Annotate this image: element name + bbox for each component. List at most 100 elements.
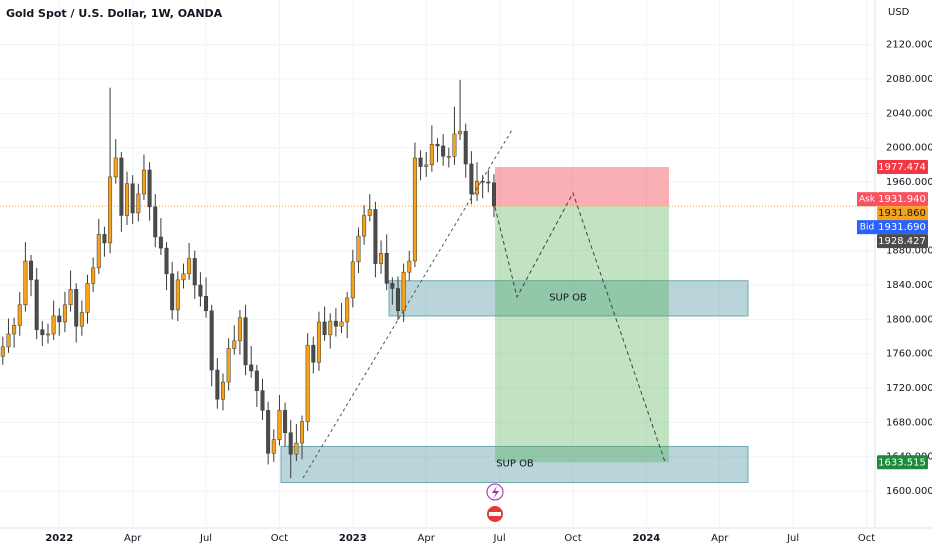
candle-body: [204, 295, 209, 312]
candle-body: [412, 157, 417, 262]
candle-body: [379, 253, 384, 264]
candle-body: [480, 180, 485, 183]
candle-body: [271, 439, 276, 454]
candle-body: [181, 273, 186, 281]
candle-body: [192, 258, 197, 286]
candle-body: [390, 283, 395, 289]
candle-body: [232, 340, 237, 349]
y-tick-label: 2080.000: [886, 74, 932, 85]
price-label: 1977.474: [878, 162, 926, 173]
candle-body: [51, 315, 56, 335]
x-tick-label: 2022: [45, 533, 73, 544]
x-tick-label: 2023: [339, 533, 367, 544]
candle-body: [424, 164, 429, 167]
candle-body: [125, 183, 130, 216]
candle-body: [401, 271, 406, 312]
candle-body: [283, 410, 288, 433]
candle-body: [491, 182, 496, 207]
candle-body: [328, 320, 333, 336]
candle-body: [220, 381, 225, 400]
x-tick-label: Oct: [271, 533, 288, 544]
candle-body: [45, 333, 50, 336]
zone-label: SUP OB: [549, 293, 587, 304]
y-tick-label: 1840.000: [886, 280, 932, 291]
price-label: 1931.940: [878, 194, 926, 205]
y-tick-label: 1800.000: [886, 314, 932, 325]
candle-body: [429, 143, 434, 166]
candle-body: [254, 370, 259, 391]
candle-body: [74, 289, 79, 327]
candle-body: [85, 283, 90, 313]
chart-title: Gold Spot / U.S. Dollar, 1W, OANDA: [6, 7, 223, 20]
price-label-tag-box: [857, 192, 877, 207]
candle-body: [79, 312, 84, 327]
event-icon: [489, 512, 501, 516]
candle-body: [158, 236, 163, 249]
candle-body: [367, 209, 372, 216]
price-label: 1931.690: [878, 222, 926, 233]
price-label: 1633.515: [878, 457, 926, 468]
candle-body: [6, 333, 11, 348]
candle-body: [322, 321, 327, 336]
price-label-tag: Bid: [860, 223, 874, 233]
y-tick-label: 2040.000: [886, 108, 932, 119]
support-zone: [388, 280, 749, 317]
candle-body: [435, 143, 440, 147]
event-icon: [492, 486, 499, 499]
price-label-tag: Ask: [859, 195, 876, 205]
candle-body: [407, 260, 412, 273]
candle-body: [446, 156, 451, 158]
price-label: 1928.427: [878, 236, 926, 247]
y-tick-label: 1960.000: [886, 177, 932, 188]
candle-body: [130, 183, 135, 214]
candle-body: [175, 279, 180, 311]
stop-box: [495, 167, 669, 207]
candle-body: [96, 234, 101, 269]
candle-body: [102, 234, 107, 244]
price-label-box: [877, 234, 928, 249]
x-tick-label: Jul: [493, 533, 506, 544]
candle-body: [226, 348, 231, 383]
candle-body: [108, 176, 113, 244]
candle-body: [17, 304, 22, 326]
candle-body: [215, 369, 220, 400]
candle-body: [68, 289, 73, 306]
candle-body: [136, 193, 141, 214]
y-tick-label: 1680.000: [886, 417, 932, 428]
candle-body: [288, 432, 293, 455]
candle-body: [40, 329, 45, 336]
candle-body: [57, 315, 62, 323]
y-tick-label: 1760.000: [886, 349, 932, 360]
y-tick-label: 1600.000: [886, 486, 932, 497]
candle-body: [164, 247, 169, 275]
candle-body: [345, 297, 350, 323]
candle-body: [187, 258, 192, 275]
candle-body: [209, 310, 214, 371]
candle-body: [91, 267, 96, 284]
x-tick-label: Apr: [711, 533, 729, 544]
x-tick-label: Jul: [786, 533, 799, 544]
candle-body: [350, 261, 355, 299]
candle-body: [373, 209, 378, 264]
candle-body: [141, 169, 146, 195]
currency: USD: [888, 7, 910, 18]
candle-body: [294, 442, 299, 455]
candle-body: [311, 344, 316, 363]
x-tick-label: Oct: [564, 533, 581, 544]
x-tick-label: Apr: [418, 533, 436, 544]
candle-body: [113, 157, 118, 178]
candle-body: [266, 410, 271, 454]
trend-line: [302, 129, 513, 479]
y-tick-label: 1880.000: [886, 246, 932, 257]
candle-body: [469, 163, 474, 195]
candle-body: [0, 346, 5, 357]
candle-body: [486, 181, 491, 184]
price-label-box: [877, 455, 928, 470]
candle-body: [277, 410, 282, 440]
x-tick-label: 2024: [632, 533, 660, 544]
y-tick-label: 1720.000: [886, 383, 932, 394]
candle-body: [339, 321, 344, 327]
candle-body: [34, 279, 39, 330]
candle-body: [249, 364, 254, 372]
